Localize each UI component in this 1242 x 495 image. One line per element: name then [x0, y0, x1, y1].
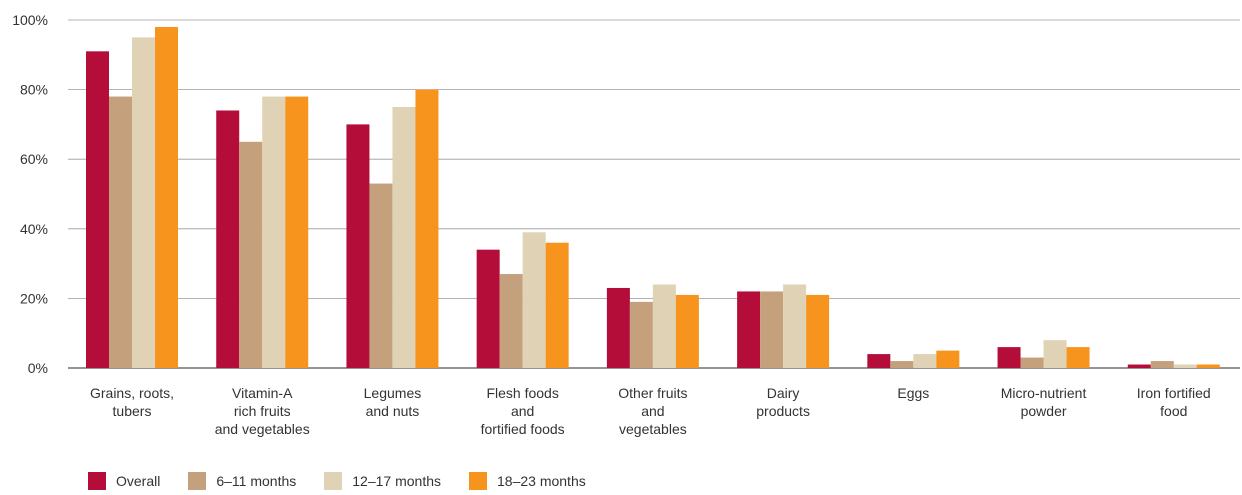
- legend-item-overall: Overall: [88, 472, 160, 490]
- legend-swatch: [88, 472, 106, 490]
- legend-item-12-17-months: 12–17 months: [324, 472, 441, 490]
- legend-item-6-11-months: 6–11 months: [188, 472, 296, 490]
- bar-chart: 0% 20% 40% 60% 80% 100% Grains, roots, tubers V…: [12, 12, 1240, 437]
- y-tick-label: 80%: [20, 82, 48, 98]
- category-label: Dairy products: [756, 385, 810, 419]
- bar: [913, 354, 937, 368]
- bar: [652, 284, 676, 368]
- bar: [606, 287, 630, 368]
- category-label: Iron fortified food: [1137, 385, 1211, 419]
- category-label: Other fruits and vegetables: [618, 385, 687, 437]
- y-tick-label: 20%: [20, 290, 48, 306]
- legend-label: 18–23 months: [497, 473, 586, 489]
- bar: [369, 183, 393, 368]
- bar: [216, 110, 240, 368]
- legend-label: 12–17 months: [352, 473, 441, 489]
- bars: [86, 26, 1220, 369]
- bar: [1173, 364, 1197, 368]
- legend-swatch: [324, 472, 343, 490]
- legend-label: 6–11 months: [216, 473, 297, 489]
- y-tick-label: 60%: [20, 151, 48, 167]
- bar: [346, 124, 370, 369]
- category-label: Grains, roots, tubers: [90, 385, 174, 419]
- bar: [132, 37, 155, 369]
- bar: [392, 107, 416, 368]
- bar: [415, 89, 439, 368]
- legend: Overall 6–11 months 12–17 months 18–23 m…: [88, 472, 614, 490]
- y-tick-label: 0%: [28, 360, 48, 376]
- bar: [806, 294, 830, 368]
- category-label: Micro-nutrient powder: [1001, 385, 1087, 419]
- bar: [262, 96, 286, 368]
- bar: [155, 26, 178, 369]
- legend-swatch: [188, 472, 207, 490]
- bar: [239, 141, 263, 368]
- legend-item-18-23-months: 18–23 months: [469, 472, 586, 490]
- bar: [1150, 361, 1174, 368]
- bar: [783, 284, 807, 368]
- bar: [499, 274, 523, 368]
- bar: [1066, 347, 1090, 368]
- bar: [936, 350, 960, 368]
- bar: [1043, 340, 1067, 368]
- bar: [675, 294, 699, 368]
- category-label: Flesh foods and fortified foods: [481, 385, 565, 437]
- bar: [867, 354, 891, 368]
- category-label: Legumes and nuts: [364, 385, 422, 419]
- bar: [629, 301, 653, 368]
- bar: [86, 51, 109, 368]
- bar: [285, 96, 309, 368]
- bar: [1196, 364, 1220, 368]
- bar: [476, 249, 500, 368]
- bar: [997, 347, 1021, 368]
- y-tick-label: 100%: [12, 12, 48, 28]
- bar: [545, 242, 569, 368]
- bar: [522, 232, 546, 368]
- y-axis-ticks: 0% 20% 40% 60% 80% 100%: [12, 12, 48, 376]
- y-tick-label: 40%: [20, 221, 48, 237]
- legend-label: Overall: [116, 473, 161, 489]
- bar: [1020, 357, 1044, 368]
- category-labels: Grains, roots, tubers Vitamin-A rich fruits…: [90, 385, 1211, 437]
- category-label: Vitamin-A rich fruits and vegetables: [215, 385, 310, 437]
- bar: [1127, 364, 1151, 368]
- bar: [890, 361, 914, 368]
- bar: [737, 291, 761, 368]
- legend-swatch: [469, 472, 487, 490]
- bar: [109, 96, 132, 368]
- category-label: Eggs: [897, 385, 929, 401]
- bar: [760, 291, 784, 368]
